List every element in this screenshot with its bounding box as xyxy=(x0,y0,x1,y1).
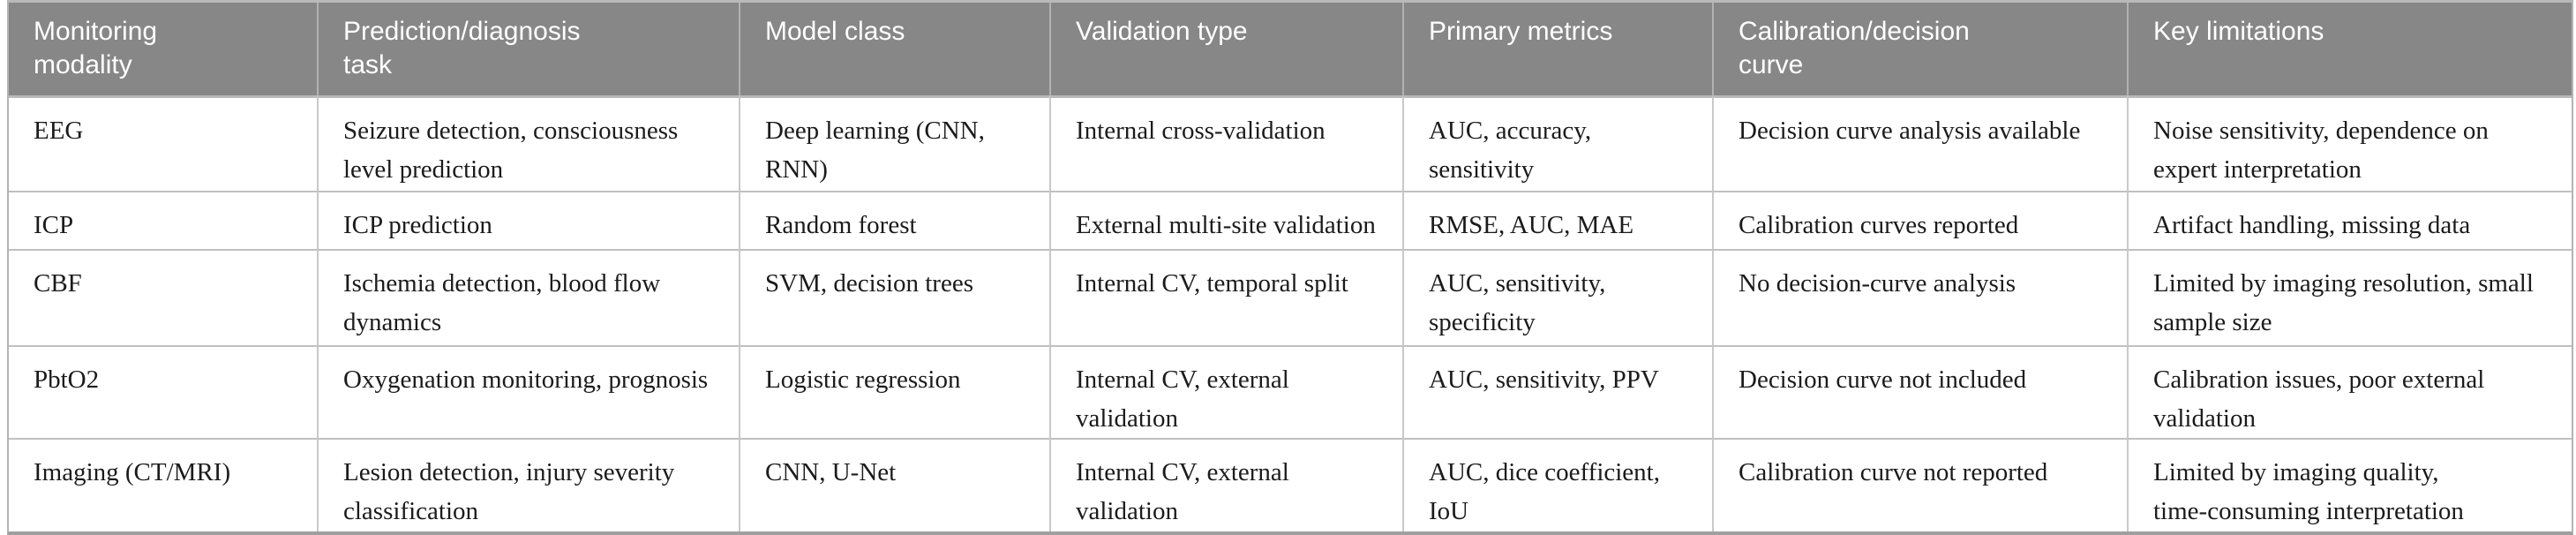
cell-icp-calibration: Calibration curves reported xyxy=(1712,191,2127,249)
table-row-icp: ICP ICP prediction Random forest Externa… xyxy=(9,191,2572,249)
cell-cbf-calibration: No decision-curve analysis xyxy=(1712,249,2127,345)
cell-pbto2-metrics: AUC, sensitivity, PPV xyxy=(1402,345,1712,438)
cell-eeg-task: Seizure detection, consciousness level p… xyxy=(317,95,739,191)
cell-imaging-calibration: Calibration curve not reported xyxy=(1712,438,2127,531)
cell-icp-validation: External multi-site validation xyxy=(1049,191,1402,249)
cell-cbf-task: Ischemia detection, blood flow dynamics xyxy=(317,249,739,345)
cell-cbf-model-class: SVM, decision trees xyxy=(739,249,1049,345)
cell-cbf-validation: Internal CV, temporal split xyxy=(1049,249,1402,345)
table-row-eeg: EEG Seizure detection, consciousness lev… xyxy=(9,95,2572,191)
header-prediction-diagnosis-task: Prediction/diagnosis task xyxy=(317,3,739,95)
cell-imaging-task: Lesion detection, injury severity classi… xyxy=(317,438,739,531)
cell-icp-metrics: RMSE, AUC, MAE xyxy=(1402,191,1712,249)
header-model-class: Model class xyxy=(739,3,1049,95)
header-key-limitations: Key limitations xyxy=(2127,3,2572,95)
cell-pbto2-validation: Internal CV, external validation xyxy=(1049,345,1402,438)
cell-cbf-limitations: Limited by imaging resolution, small sam… xyxy=(2127,249,2572,345)
cell-icp-model-class: Random forest xyxy=(739,191,1049,249)
cell-icp-modality: ICP xyxy=(9,191,317,249)
cell-cbf-modality: CBF xyxy=(9,249,317,345)
cell-eeg-metrics: AUC, accuracy, sensitivity xyxy=(1402,95,1712,191)
table-row-pbto2: PbtO2 Oxygenation monitoring, prognosis … xyxy=(9,345,2572,438)
cell-eeg-model-class: Deep learning (CNN, RNN) xyxy=(739,95,1049,191)
cell-icp-limitations: Artifact handling, missing data xyxy=(2127,191,2572,249)
cell-imaging-metrics: AUC, dice coefficient, IoU xyxy=(1402,438,1712,531)
cell-eeg-limitations: Noise sensitivity, dependence on expert … xyxy=(2127,95,2572,191)
cell-pbto2-limitations: Calibration issues, poor external valida… xyxy=(2127,345,2572,438)
cell-imaging-modality: Imaging (CT/MRI) xyxy=(9,438,317,531)
cell-imaging-validation: Internal CV, external validation xyxy=(1049,438,1402,531)
cell-eeg-calibration: Decision curve analysis available xyxy=(1712,95,2127,191)
cell-imaging-model-class: CNN, U-Net xyxy=(739,438,1049,531)
cell-imaging-limitations: Limited by imaging quality, time-consumi… xyxy=(2127,438,2572,531)
cell-pbto2-task: Oxygenation monitoring, prognosis xyxy=(317,345,739,438)
cell-pbto2-modality: PbtO2 xyxy=(9,345,317,438)
header-monitoring-modality: Monitoring modality xyxy=(9,3,317,95)
table-header-row: Monitoring modality Prediction/diagnosis… xyxy=(9,3,2572,95)
cell-eeg-modality: EEG xyxy=(9,95,317,191)
cell-pbto2-model-class: Logistic regression xyxy=(739,345,1049,438)
cell-pbto2-calibration: Decision curve not included xyxy=(1712,345,2127,438)
cell-eeg-validation: Internal cross-validation xyxy=(1049,95,1402,191)
table-row-imaging: Imaging (CT/MRI) Lesion detection, injur… xyxy=(9,438,2572,531)
cell-icp-task: ICP prediction xyxy=(317,191,739,249)
header-primary-metrics: Primary metrics xyxy=(1402,3,1712,95)
header-calibration-decision-curve: Calibration/decision curve xyxy=(1712,3,2127,95)
header-validation-type: Validation type xyxy=(1049,3,1402,95)
monitoring-modalities-table: Monitoring modality Prediction/diagnosis… xyxy=(7,0,2573,535)
cell-cbf-metrics: AUC, sensitivity, specificity xyxy=(1402,249,1712,345)
table-row-cbf: CBF Ischemia detection, blood flow dynam… xyxy=(9,249,2572,345)
